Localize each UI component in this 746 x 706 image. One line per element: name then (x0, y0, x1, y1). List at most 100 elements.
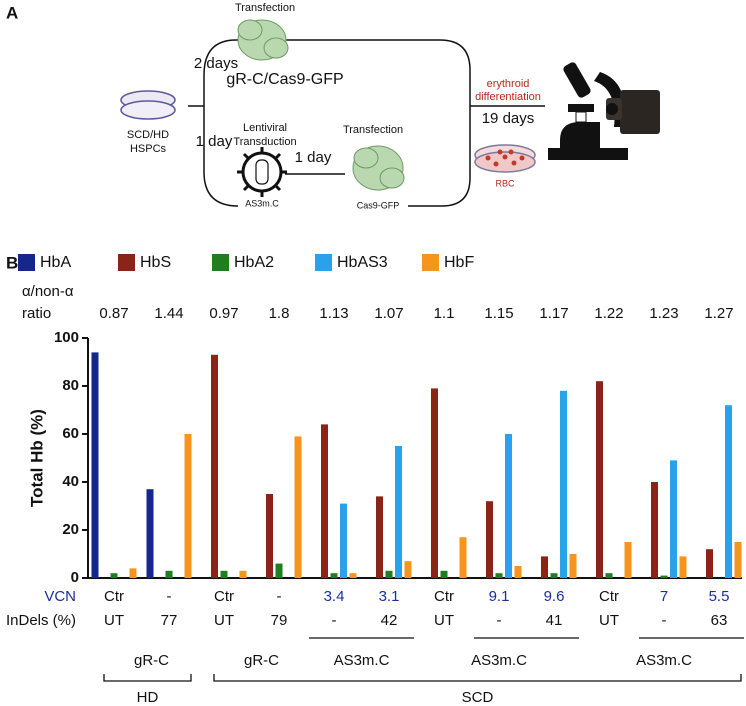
bar (211, 354, 218, 578)
bar (679, 556, 687, 578)
bar (266, 494, 273, 578)
connector (203, 39, 239, 207)
virus-spikes (237, 147, 287, 197)
vcn-value: - (167, 588, 172, 605)
legend-label: HbF (444, 254, 474, 271)
label: 1 day (196, 133, 233, 150)
bar (349, 573, 357, 578)
label: Transfection (343, 124, 403, 136)
vcn-value: 3.1 (379, 588, 400, 605)
label: 1 day (295, 149, 332, 166)
bar (165, 570, 173, 578)
dish (120, 100, 176, 120)
label: 2 days (194, 55, 238, 72)
vcn-value: 7 (660, 588, 668, 605)
label: SCD/HD (127, 129, 169, 141)
vcn-value: Ctr (214, 588, 234, 605)
vcn-value: Ctr (434, 588, 454, 605)
indels-value: 42 (381, 612, 398, 629)
ratio-value: 0.97 (209, 305, 238, 322)
legend-label: HbS (140, 254, 171, 271)
vcn-value: 5.5 (709, 588, 730, 605)
bar (505, 434, 512, 578)
vcn-value: 9.1 (489, 588, 510, 605)
bar (404, 561, 412, 578)
genotype-bracket (213, 674, 742, 682)
vcn-value: - (277, 588, 282, 605)
indels-label: InDels (%) (6, 612, 76, 629)
y-tick-label: 80 (62, 377, 79, 394)
bar (321, 424, 328, 578)
bar (550, 573, 558, 578)
label: AS3m.C (245, 198, 279, 208)
bar (495, 573, 503, 578)
vcn-label: VCN (44, 588, 76, 605)
indels-value: 79 (271, 612, 288, 629)
bar (605, 573, 613, 578)
label: Cas9-GFP (357, 200, 400, 210)
camera (606, 90, 660, 134)
bar (376, 496, 383, 578)
ratio-value: 1.22 (594, 305, 623, 322)
indels-value: - (332, 612, 337, 629)
legend-swatch (422, 254, 439, 271)
legend-label: HbA2 (234, 254, 274, 271)
bar (91, 352, 99, 578)
legend-label: HbAS3 (337, 254, 388, 271)
virus-genome (255, 159, 269, 185)
treatment-label: AS3m.C (334, 652, 390, 669)
ratio-value: 1.17 (539, 305, 568, 322)
panel-label: A (6, 3, 18, 22)
bar (220, 570, 228, 578)
label: Transduction (233, 136, 296, 148)
bar (486, 501, 493, 578)
ratio-label: α/non-α (22, 283, 74, 300)
label: Lentiviral (243, 122, 287, 134)
indels-value: 63 (711, 612, 728, 629)
indels-value: 77 (161, 612, 178, 629)
rbc-cells (485, 149, 525, 167)
indels-value: UT (599, 612, 619, 629)
virus (241, 151, 283, 193)
ratio-value: 1.44 (154, 305, 183, 322)
y-tick-label: 60 (62, 425, 79, 442)
bar (294, 436, 302, 578)
treatment-label: gR-C (134, 652, 169, 669)
bar (734, 542, 742, 578)
y-tick-label: 20 (62, 521, 79, 538)
vcn-value: Ctr (104, 588, 124, 605)
indels-value: - (497, 612, 502, 629)
legend-swatch (212, 254, 229, 271)
vcn-value: Ctr (599, 588, 619, 605)
bar (596, 381, 603, 578)
bar (110, 573, 118, 578)
bar (651, 482, 658, 578)
label: erythroid (487, 78, 530, 90)
label: 19 days (482, 110, 535, 127)
bar (330, 573, 338, 578)
genotype-label: SCD (462, 689, 494, 706)
panel-label: B (6, 253, 18, 272)
genotype-label: HD (137, 689, 159, 706)
indels-value: UT (104, 612, 124, 629)
bar (275, 563, 283, 578)
y-tick-label: 0 (71, 569, 79, 586)
ratio-value: 1.27 (704, 305, 733, 322)
label: gR-C/Cas9-GFP (226, 71, 343, 88)
bar (541, 556, 548, 578)
microscope (548, 62, 628, 160)
bar (440, 570, 448, 578)
treatment-label: AS3m.C (636, 652, 692, 669)
indels-value: UT (434, 612, 454, 629)
bar (129, 568, 137, 578)
bar (670, 460, 677, 578)
legend-swatch (18, 254, 35, 271)
y-tick-label: 100 (54, 329, 79, 346)
bar (239, 570, 247, 578)
bar (569, 554, 577, 578)
indels-value: UT (214, 612, 234, 629)
legend-label: HbA (40, 254, 71, 271)
bar (146, 489, 154, 578)
connector (236, 39, 471, 207)
